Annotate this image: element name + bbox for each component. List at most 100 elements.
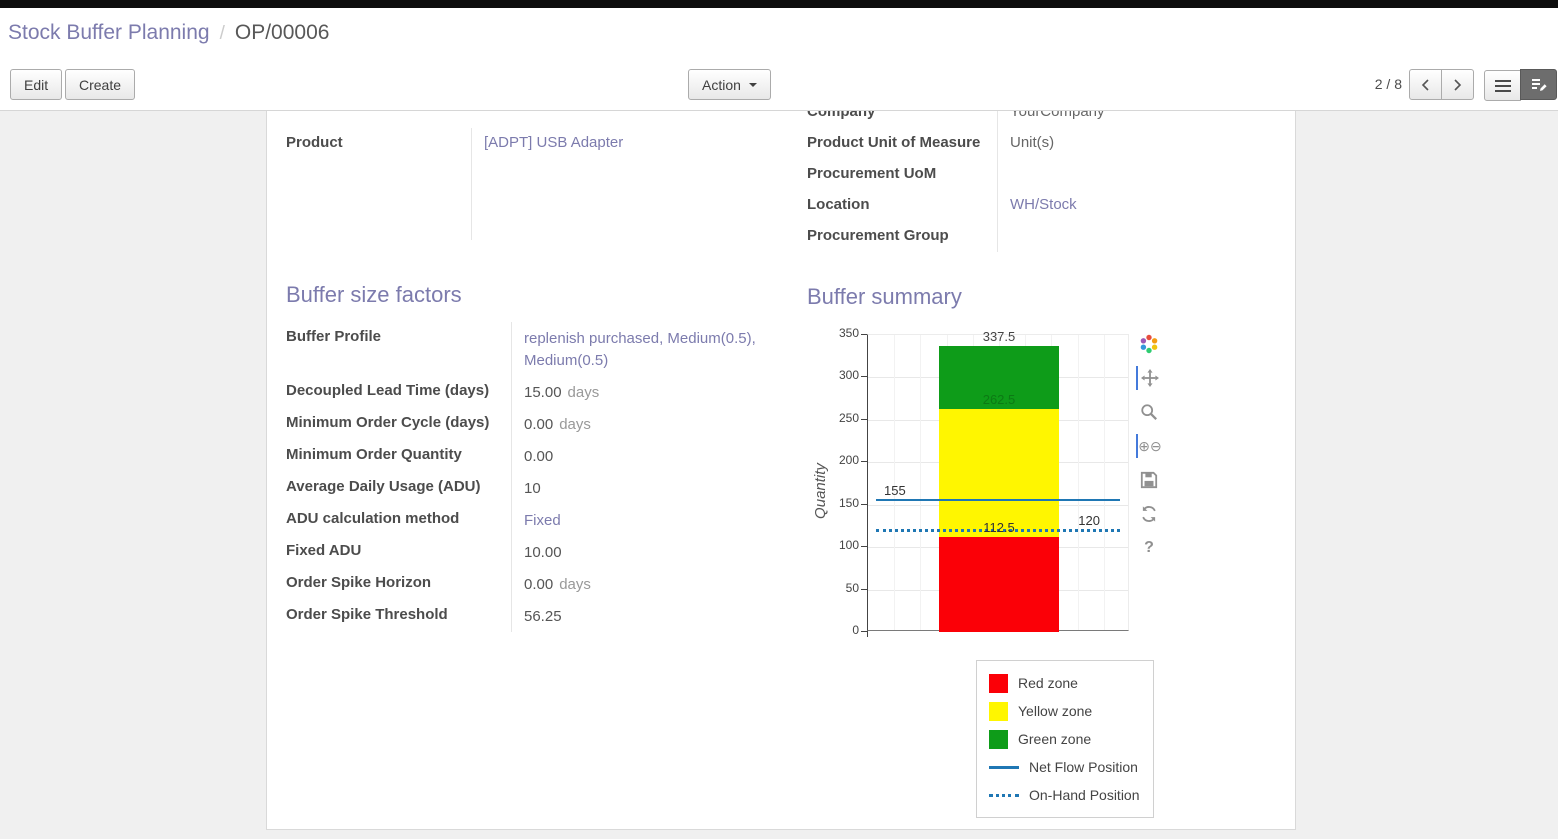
on-hand-position-line bbox=[876, 529, 1120, 533]
create-button[interactable]: Create bbox=[65, 69, 136, 100]
legend-item[interactable]: On-Hand Position bbox=[989, 781, 1143, 809]
zoom-icon[interactable] bbox=[1136, 400, 1162, 424]
field-label: Location bbox=[807, 190, 998, 221]
field-suffix: days bbox=[559, 415, 591, 433]
pager-next-button[interactable] bbox=[1441, 69, 1474, 100]
buffer-profile-link[interactable]: replenish purchased, Medium(0.5), Medium… bbox=[524, 330, 756, 369]
pan-icon[interactable] bbox=[1136, 366, 1162, 390]
field-row: Minimum Order Cycle (days) 0.00 days bbox=[286, 407, 791, 440]
breadcrumb-section-link[interactable]: Stock Buffer Planning bbox=[8, 21, 210, 44]
breadcrumb-separator: / bbox=[219, 23, 225, 44]
list-icon bbox=[1494, 79, 1511, 92]
legend-label: Red zone bbox=[1018, 675, 1078, 691]
y-tick-label: 50 bbox=[845, 580, 859, 595]
control-panel: Stock Buffer Planning / OP/00006 Edit Crea… bbox=[0, 8, 1558, 111]
y-tick bbox=[861, 503, 867, 505]
breadcrumb-record: OP/00006 bbox=[234, 21, 330, 44]
y-tick bbox=[861, 461, 867, 463]
save-image-icon[interactable] bbox=[1136, 468, 1162, 492]
section-title-buffer-size-factors: Buffer size factors bbox=[286, 282, 462, 307]
product-link[interactable]: [ADPT] USB Adapter bbox=[484, 134, 624, 151]
pager bbox=[1409, 69, 1474, 100]
field-row: Average Daily Usage (ADU) 10 bbox=[286, 471, 791, 504]
company-value: YourCompany bbox=[1010, 111, 1105, 120]
breadcrumb: Stock Buffer Planning / OP/00006 bbox=[8, 21, 329, 45]
legend-label: On-Hand Position bbox=[1029, 787, 1140, 803]
section-title-buffer-summary: Buffer summary bbox=[807, 284, 962, 309]
chart-modebar: ⊕⊖ ? bbox=[1136, 332, 1162, 570]
legend-label: Green zone bbox=[1018, 731, 1092, 747]
x-gridline bbox=[894, 335, 896, 630]
plot-area[interactable]: 337.5 262.5 112.5 155 120 bbox=[867, 329, 1129, 632]
buffer-chart: Quantity 337.5 262.5 112.5 155 120 bbox=[807, 321, 1282, 826]
field-label: Average Daily Usage (ADU) bbox=[286, 471, 512, 504]
red-zone bbox=[939, 536, 1059, 632]
field-row: Decoupled Lead Time (days) 15.00 days bbox=[286, 375, 791, 408]
legend-swatch-dotted bbox=[989, 793, 1019, 797]
legend-label: Yellow zone bbox=[1018, 703, 1093, 719]
field-label: ADU calculation method bbox=[286, 503, 512, 536]
top-menu-bar bbox=[0, 0, 1558, 8]
list-view-button[interactable] bbox=[1484, 70, 1521, 101]
procurement-group-value bbox=[998, 221, 1287, 231]
field-group-left: Product [ADPT] USB Adapter bbox=[286, 128, 776, 240]
field-suffix: days bbox=[567, 383, 600, 401]
form-view-button-active[interactable] bbox=[1520, 69, 1557, 100]
y-tick bbox=[861, 631, 867, 632]
field-label: Company bbox=[807, 111, 998, 128]
legend-item[interactable]: Green zone bbox=[989, 725, 1143, 753]
x-gridline bbox=[920, 335, 922, 630]
y-tick-label: 250 bbox=[838, 410, 859, 425]
form-pencil-icon bbox=[1531, 78, 1547, 91]
action-label: Action bbox=[702, 76, 741, 93]
chart-annotation: 112.5 bbox=[983, 519, 1015, 535]
y-tick bbox=[861, 418, 867, 420]
y-tick bbox=[861, 546, 867, 548]
legend-swatch-square bbox=[989, 701, 1008, 721]
field-row: Procurement Group bbox=[807, 221, 1287, 252]
field-row: Product [ADPT] USB Adapter bbox=[286, 128, 776, 240]
y-tick-label: 200 bbox=[838, 453, 859, 468]
field-row: Procurement UoM bbox=[807, 159, 1287, 190]
field-label: Product Unit of Measure bbox=[807, 128, 998, 159]
field-value: 56.25 bbox=[524, 607, 562, 625]
legend-swatch-square bbox=[989, 729, 1008, 749]
field-row: Order Spike Threshold 56.25 bbox=[286, 599, 791, 632]
zoom-in-out-icon[interactable]: ⊕⊖ bbox=[1136, 434, 1162, 458]
field-label: Procurement UoM bbox=[807, 159, 998, 190]
chevron-left-icon bbox=[1421, 78, 1429, 91]
legend-item[interactable]: Net Flow Position bbox=[989, 753, 1143, 781]
location-link[interactable]: WH/Stock bbox=[1010, 196, 1077, 213]
uom-value: Unit(s) bbox=[1010, 134, 1055, 151]
yellow-zone bbox=[939, 409, 1059, 537]
field-label: Buffer Profile bbox=[286, 322, 512, 376]
adu-method-link[interactable]: Fixed bbox=[524, 511, 561, 529]
x-gridline bbox=[1103, 335, 1105, 630]
field-suffix: days bbox=[559, 575, 591, 593]
field-value: 15.00 bbox=[524, 383, 562, 401]
caret-down-icon bbox=[748, 82, 757, 87]
legend-item[interactable]: Red zone bbox=[989, 669, 1143, 697]
field-label: Minimum Order Quantity bbox=[286, 439, 512, 472]
field-label: Minimum Order Cycle (days) bbox=[286, 407, 512, 440]
field-label: Product bbox=[286, 128, 472, 240]
field-value: 10 bbox=[524, 479, 541, 497]
chart-annotation: 262.5 bbox=[982, 392, 1016, 408]
field-label: Order Spike Threshold bbox=[286, 599, 512, 632]
reset-axes-icon[interactable] bbox=[1136, 502, 1162, 526]
view-switcher bbox=[1484, 69, 1557, 101]
action-dropdown-button[interactable]: Action bbox=[688, 69, 771, 100]
field-row: Company YourCompany bbox=[807, 111, 1287, 128]
y-tick bbox=[861, 588, 867, 590]
help-icon[interactable]: ? bbox=[1144, 539, 1154, 556]
edit-button[interactable]: Edit bbox=[10, 69, 63, 100]
legend-item[interactable]: Yellow zone bbox=[989, 697, 1143, 725]
plotly-logo-icon[interactable] bbox=[1136, 332, 1162, 356]
pager-previous-button[interactable] bbox=[1409, 69, 1442, 100]
field-row: Location WH/Stock bbox=[807, 190, 1287, 221]
chart-legend: Red zone Yellow zone Green zone Net Flow Po… bbox=[976, 660, 1154, 818]
x-tick bbox=[867, 631, 868, 637]
field-label: Procurement Group bbox=[807, 221, 998, 252]
y-tick-label: 350 bbox=[838, 326, 859, 340]
buffer-factors-table: Buffer Profile replenish purchased, Medi… bbox=[286, 322, 791, 632]
